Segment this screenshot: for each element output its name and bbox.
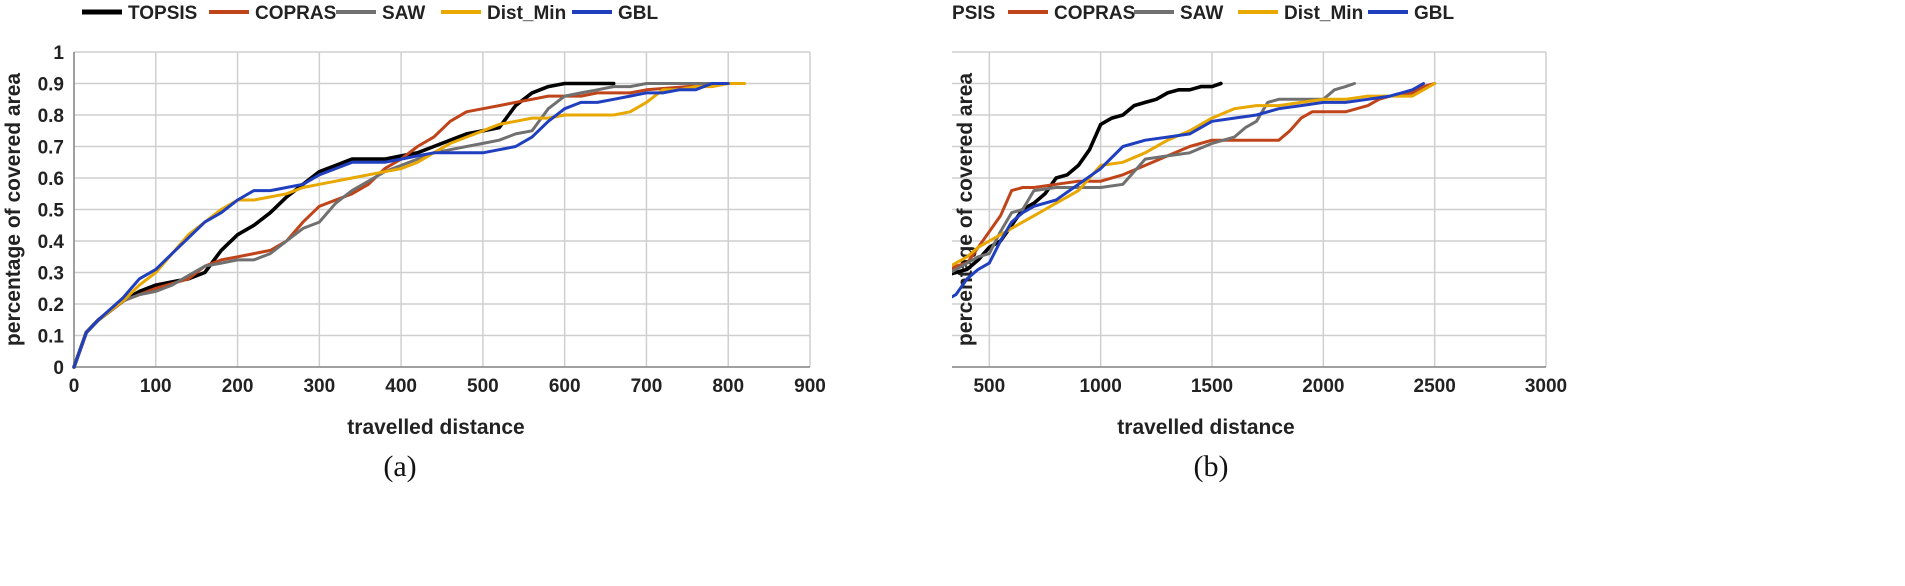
x-tick-label: 1500 bbox=[1191, 376, 1233, 397]
y-tick-label: 0.3 bbox=[38, 264, 64, 285]
x-axis-title: travelled distance bbox=[347, 416, 524, 439]
x-axis-title: travelled distance bbox=[1117, 416, 1294, 439]
x-tick-label: 300 bbox=[303, 376, 335, 397]
legend-label-topsis: TOPSIS bbox=[128, 3, 197, 24]
chart-panel-a: 0 0.1 0.2 0.3 0.4 0.5 0.6 0.7 0.8 0.9 1 0 100 200 300 4… bbox=[0, 0, 952, 586]
series-line-saw bbox=[952, 82, 1356, 274]
legend: TOPSIS COPRAS SAW Dist_Min GBL bbox=[82, 3, 659, 24]
y-tick-label: 0.2 bbox=[38, 295, 64, 316]
legend-label-dist-min: Dist_Min bbox=[487, 3, 566, 24]
chart-b-svg: 00.10.20.30.40.50.60.70.80.9105001000150… bbox=[952, 3, 1567, 483]
x-tick-label: 3000 bbox=[1525, 376, 1567, 397]
series-line-dist-min bbox=[952, 82, 1437, 268]
gridlines bbox=[952, 51, 1547, 368]
x-tick-label: 400 bbox=[385, 376, 417, 397]
legend-label-topsis: TOPSIS bbox=[952, 3, 995, 24]
x-tick-label: 500 bbox=[467, 376, 499, 397]
x-tick-label: 700 bbox=[631, 376, 663, 397]
x-tick-label: 2500 bbox=[1414, 376, 1456, 397]
y-tick-label: 0.8 bbox=[38, 106, 64, 127]
figure-caption: (a) bbox=[383, 450, 416, 483]
legend: TOPSIS COPRAS SAW Dist_Min GBL bbox=[952, 3, 1455, 24]
legend-label-copras: COPRAS bbox=[1054, 3, 1135, 24]
x-tick-label: 500 bbox=[973, 376, 1005, 397]
y-tick-label: 0.5 bbox=[38, 201, 65, 222]
legend-label-saw: SAW bbox=[382, 3, 425, 24]
x-tick-label: 600 bbox=[549, 376, 581, 397]
x-tick-label: 900 bbox=[794, 376, 826, 397]
legend-label-gbl: GBL bbox=[1414, 3, 1455, 24]
x-tick-label: 100 bbox=[140, 376, 172, 397]
x-tick-label: 200 bbox=[222, 376, 254, 397]
series-line-dist-min bbox=[72, 82, 747, 369]
series-line-topsis bbox=[72, 81, 616, 369]
legend-label-dist-min: Dist_Min bbox=[1284, 3, 1363, 24]
x-tick-label: 800 bbox=[712, 376, 744, 397]
figure-caption: (b) bbox=[1194, 450, 1229, 483]
y-tick-label: 0.4 bbox=[38, 232, 65, 253]
x-tick-label: 1000 bbox=[1080, 376, 1122, 397]
series-line-gbl bbox=[952, 82, 1425, 299]
y-tick-label: 0.1 bbox=[38, 327, 65, 348]
chart-panel-b: 00.10.20.30.40.50.60.70.80.9105001000150… bbox=[952, 0, 1904, 586]
series-line-copras bbox=[952, 82, 1437, 271]
y-tick-label: 0.7 bbox=[38, 138, 64, 159]
series-line-saw bbox=[72, 82, 730, 369]
y-axis-title: percentage of covered area bbox=[954, 73, 977, 346]
gridlines bbox=[73, 51, 811, 368]
chart-a-svg: 0 0.1 0.2 0.3 0.4 0.5 0.6 0.7 0.8 0.9 1 0 100 200 300 4… bbox=[2, 3, 826, 483]
series-line-gbl bbox=[72, 82, 730, 369]
y-axis-title: percentage of covered area bbox=[2, 73, 25, 346]
x-tick-label: 2000 bbox=[1302, 376, 1344, 397]
x-tick-label: 0 bbox=[69, 376, 80, 397]
y-tick-label: 1 bbox=[53, 43, 64, 64]
y-tick-label: 0 bbox=[53, 358, 64, 379]
legend-label-gbl: GBL bbox=[618, 3, 659, 24]
y-tick-label: 0.9 bbox=[38, 75, 64, 96]
y-tick-label: 0.6 bbox=[38, 169, 64, 190]
legend-label-saw: SAW bbox=[1180, 3, 1223, 24]
legend-label-copras: COPRAS bbox=[255, 3, 336, 24]
